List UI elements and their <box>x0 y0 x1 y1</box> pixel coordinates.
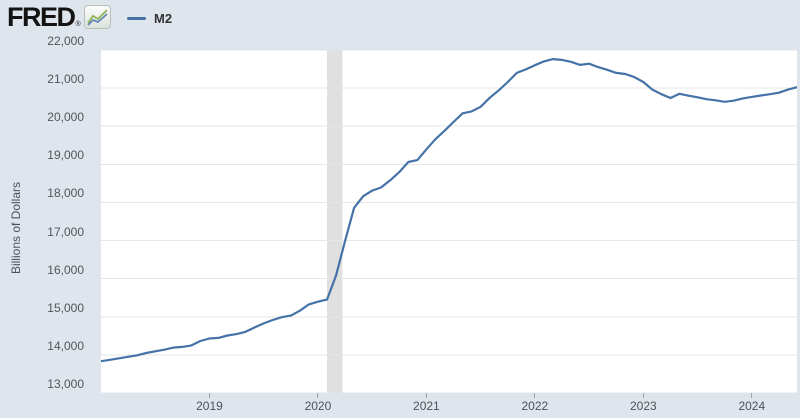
x-axis-year-label: 2019 <box>196 399 223 413</box>
x-axis-year-label: 2024 <box>738 399 766 413</box>
legend: M2 <box>127 8 172 28</box>
m2-series-line[interactable] <box>99 58 799 363</box>
x-axis-tick <box>534 393 536 398</box>
y-axis-tick-label: 16,000 <box>47 262 84 277</box>
x-axis-tick <box>642 393 644 398</box>
plot-area[interactable] <box>99 49 799 394</box>
y-axis-tick-label: 21,000 <box>47 72 84 87</box>
legend-line-swatch <box>127 16 146 20</box>
fred-logo-chart-icon <box>83 5 111 29</box>
x-axis-year-label: 2022 <box>521 399 549 413</box>
y-axis-tick-label: 15,000 <box>47 300 84 315</box>
x-axis-tick <box>425 393 427 398</box>
x-axis-year-label: 2020 <box>304 399 332 413</box>
x-axis-year-label: 2023 <box>629 399 657 413</box>
y-axis-tick-label: 20,000 <box>47 110 84 125</box>
x-axis-year-label: 2021 <box>413 399 440 413</box>
x-axis-tick <box>751 393 753 398</box>
chart-header: FRED ® M2 <box>0 0 800 50</box>
y-axis-labels: 22,000 21,000 20,000 19,000 18,000 17,000 16,0… <box>0 0 84 418</box>
recession-band <box>327 50 343 393</box>
legend-series-label[interactable]: M2 <box>154 10 173 26</box>
y-axis-tick-label: 17,000 <box>47 224 84 239</box>
y-axis-tick-label: 14,000 <box>47 338 84 353</box>
y-axis-tick-label: 13,000 <box>47 377 84 391</box>
registered-trademark-icon: ® <box>75 21 81 28</box>
y-axis-tick-label: 18,000 <box>47 186 84 201</box>
y-axis-tick-label: 19,000 <box>47 148 84 163</box>
x-axis-tick <box>208 393 210 398</box>
y-axis-tick-label: 22,000 <box>47 34 84 48</box>
fred-logo-text: FRED <box>7 2 76 32</box>
fred-logo[interactable]: FRED ® <box>7 2 111 32</box>
x-axis-tick <box>317 393 319 398</box>
